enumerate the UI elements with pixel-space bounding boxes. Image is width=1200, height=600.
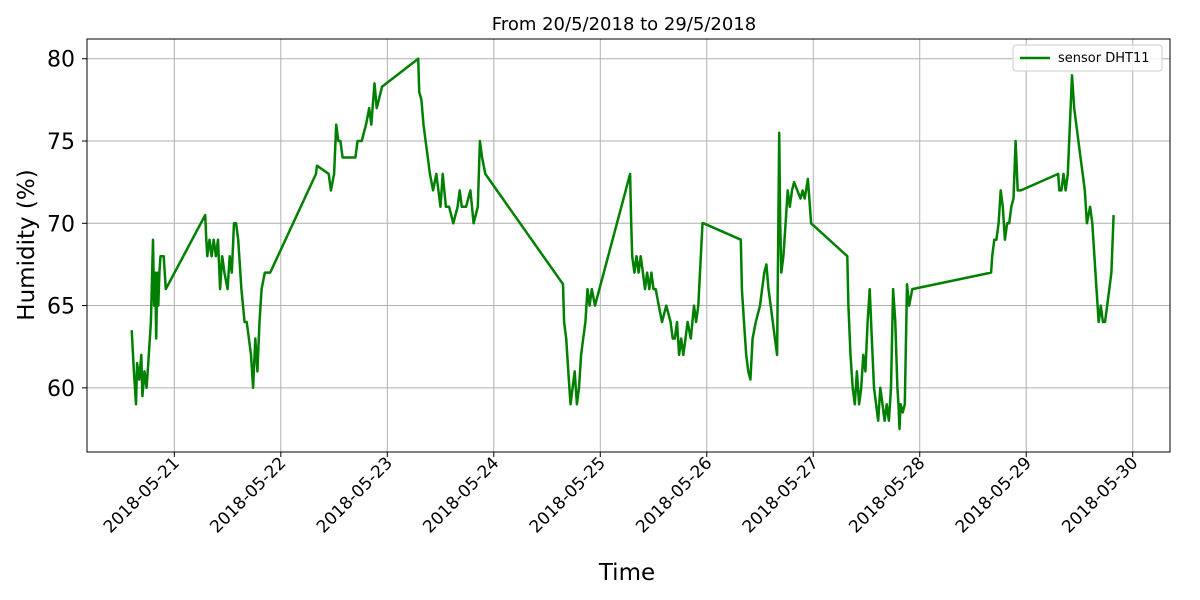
y-tick-label: 75 [47, 130, 75, 155]
plot-frame [86, 38, 1171, 453]
x-tick-label: 2018-05-24 [419, 453, 503, 537]
series-line-sensor-dht11 [130, 57, 1115, 431]
tick-layer: 60 65 70 75 80 2018-05-21 2018-05-22 2018-05-23… [47, 48, 1142, 538]
chart-title: From 20/5/2018 to 29/5/2018 [492, 14, 756, 35]
x-tick-label: 2018-05-25 [526, 453, 610, 537]
x-tick-label: 2018-05-26 [632, 453, 716, 537]
x-axis-label: Time [598, 560, 655, 586]
y-tick-label: 60 [47, 377, 75, 402]
x-tick-label: 2018-05-29 [952, 453, 1036, 537]
x-tick-label: 2018-05-30 [1058, 453, 1142, 537]
y-tick-label: 80 [47, 48, 75, 73]
y-tick-label: 70 [47, 212, 75, 237]
legend-box [1012, 44, 1163, 72]
series-layer [130, 57, 1115, 431]
x-tick-label: 2018-05-23 [313, 453, 397, 537]
x-tick-label: 2018-05-21 [100, 453, 184, 537]
legend: sensor DHT11 [1012, 44, 1163, 72]
x-tick-label: 2018-05-28 [845, 453, 929, 537]
legend-label: sensor DHT11 [1058, 51, 1149, 66]
y-tick-label: 65 [47, 295, 75, 320]
x-tick-label: 2018-05-22 [206, 453, 290, 537]
x-tick-label: 2018-05-27 [739, 453, 823, 537]
grid-layer [87, 39, 1170, 452]
y-axis-label: Humidity (%) [14, 169, 40, 320]
